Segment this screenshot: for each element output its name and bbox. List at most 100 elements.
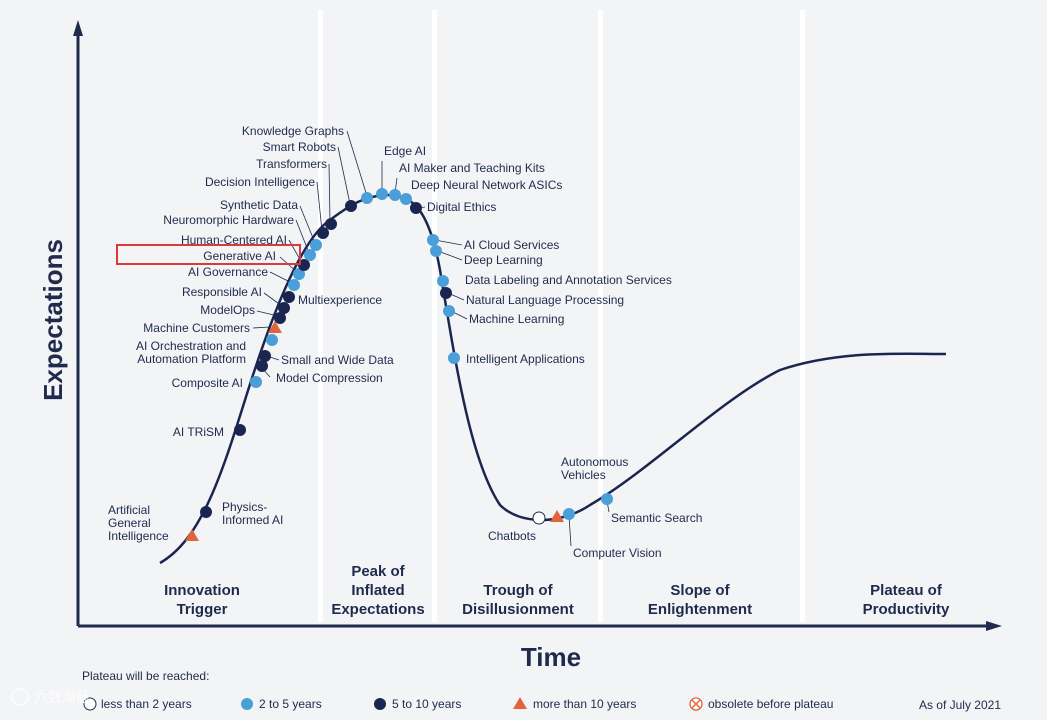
label-line: Small and Wide Data: [281, 353, 394, 367]
label-human-centered-ai: Human-Centered AI: [181, 233, 287, 247]
legend-item-2-to-5: 2 to 5 years: [259, 697, 322, 711]
leader-line-knowledge-graphs: [346, 130, 368, 197]
phase-separators: [318, 10, 805, 622]
phase-label-line: Plateau of: [870, 582, 943, 599]
highlight-box: [116, 244, 301, 265]
label-line: Machine Learning: [469, 312, 564, 326]
label-small-and-wide-data: Small and Wide Data: [281, 353, 394, 367]
label-line: Deep Learning: [464, 253, 543, 267]
label-line: Vehicles: [561, 468, 606, 482]
leader-line-deep-learning: [437, 250, 463, 261]
watermark-text: 六数海豚: [34, 689, 90, 705]
label-line: Deep Neural Network ASICs: [411, 178, 562, 192]
label-artificial-general-intelligence: Artificial General Intelligence: [108, 503, 169, 543]
label-synthetic-data: Synthetic Data: [220, 198, 298, 212]
label-digital-ethics: Digital Ethics: [427, 200, 496, 214]
phase-label-line: Trigger: [177, 601, 228, 618]
marker-synthetic-data: [310, 239, 322, 251]
marker-edge-ai: [376, 188, 388, 200]
label-line: Machine Customers: [143, 321, 250, 335]
marker-intelligent-applications: [448, 352, 460, 364]
marker-deep-learning: [430, 245, 442, 257]
label-ai-governance: AI Governance: [188, 265, 268, 279]
phase-separator: [800, 10, 805, 622]
watermark-logo-icon: [11, 688, 29, 706]
light-blue-dot-icon: [241, 698, 253, 710]
as-of-date: As of July 2021: [919, 698, 1001, 712]
leader-line-machine-customers: [252, 326, 271, 329]
orange-triangle-icon: [513, 697, 527, 709]
phase-labels: Innovation Trigger Peak of Inflated Expectat…: [164, 563, 950, 618]
marker-multiexperience: [283, 291, 295, 303]
label-line: Autonomous: [561, 455, 628, 469]
marker-ai-orchestration-and-automation-platform: [266, 334, 278, 346]
marker-smart-robots: [345, 200, 357, 212]
label-physics-informed-ai: Physics-Informed AI: [222, 500, 283, 527]
label-line: General: [108, 516, 151, 530]
label-line: Intelligent Applications: [466, 352, 585, 366]
dark-blue-dot-icon: [374, 698, 386, 710]
label-line: AI TRiSM: [173, 425, 224, 439]
phase-separator: [432, 10, 437, 622]
label-line: Multiexperience: [298, 293, 382, 307]
open-circle-icon: [83, 697, 97, 711]
marker-data-labeling-and-annotation-services: [437, 275, 449, 287]
label-knowledge-graphs: Knowledge Graphs: [242, 124, 344, 138]
label-line: Digital Ethics: [427, 200, 496, 214]
label-intelligent-applications: Intelligent Applications: [466, 352, 585, 366]
legend-item-more-than-10: more than 10 years: [533, 697, 636, 711]
label-ai-trism: AI TRiSM: [173, 425, 224, 439]
label-line: Physics-: [222, 500, 267, 514]
label-line: Informed AI: [222, 513, 283, 527]
leader-line-neuromorphic-hardware: [295, 219, 310, 254]
label-line: Artificial: [108, 503, 150, 517]
marker-small-and-wide-data: [259, 350, 271, 362]
label-decision-intelligence: Decision Intelligence: [205, 175, 315, 189]
leader-line-ai-cloud-services: [434, 239, 463, 246]
phase-label-line: Productivity: [863, 601, 950, 618]
marker-responsible-ai: [278, 302, 290, 314]
label-line: ModelOps: [200, 303, 255, 317]
leader-line-transformers: [328, 163, 331, 223]
phase-separator: [598, 10, 603, 622]
label-ai-cloud-services: AI Cloud Services: [464, 238, 559, 252]
label-line: Natural Language Processing: [466, 293, 624, 307]
label-line: Knowledge Graphs: [242, 124, 344, 138]
leader-line-decision-intelligence: [316, 181, 323, 232]
label-chatbots: Chatbots: [488, 529, 536, 543]
marker-ai-cloud-services: [427, 234, 439, 246]
legend-title: Plateau will be reached:: [82, 669, 209, 683]
legend-item-obsolete: obsolete before plateau: [708, 697, 833, 711]
phase-label-line: Disillusionment: [462, 601, 574, 618]
label-smart-robots: Smart Robots: [263, 140, 336, 154]
label-data-labeling-and-annotation-services: Data Labeling and Annotation Services: [465, 273, 672, 287]
x-axis-arrow: [986, 621, 1002, 631]
leader-line-synthetic-data: [299, 205, 316, 244]
label-ai-orchestration-and-automation-platform: AI Orchestration and Automation Platform: [136, 339, 246, 366]
label-line: Responsible AI: [182, 285, 262, 299]
phase-separator: [318, 10, 323, 622]
phase-label-line: Trough of: [483, 582, 553, 599]
marker-computer-vision: [563, 508, 575, 520]
label-line: AI Orchestration and: [136, 339, 246, 353]
y-axis-arrow: [73, 20, 83, 36]
marker-generative-ai: [293, 268, 305, 280]
marker-chatbots: [532, 511, 546, 525]
marker-composite-ai: [250, 376, 262, 388]
phase-label-line: Expectations: [331, 601, 424, 618]
marker-physics-informed-ai: [200, 506, 212, 518]
label-natural-language-processing: Natural Language Processing: [466, 293, 624, 307]
label-line: Human-Centered AI: [181, 233, 287, 247]
label-line: Smart Robots: [263, 140, 336, 154]
phase-label-line: Peak of: [351, 563, 405, 580]
leader-line-responsible-ai: [263, 292, 283, 307]
marker-knowledge-graphs: [361, 192, 373, 204]
label-semantic-search: Semantic Search: [611, 511, 702, 525]
label-line: AI Governance: [188, 265, 268, 279]
label-line: AI Cloud Services: [464, 238, 559, 252]
phase-label-line: Innovation: [164, 582, 240, 599]
label-modelops: ModelOps: [200, 303, 255, 317]
label-neuromorphic-hardware: Neuromorphic Hardware: [163, 213, 294, 227]
label-line: Neuromorphic Hardware: [163, 213, 294, 227]
